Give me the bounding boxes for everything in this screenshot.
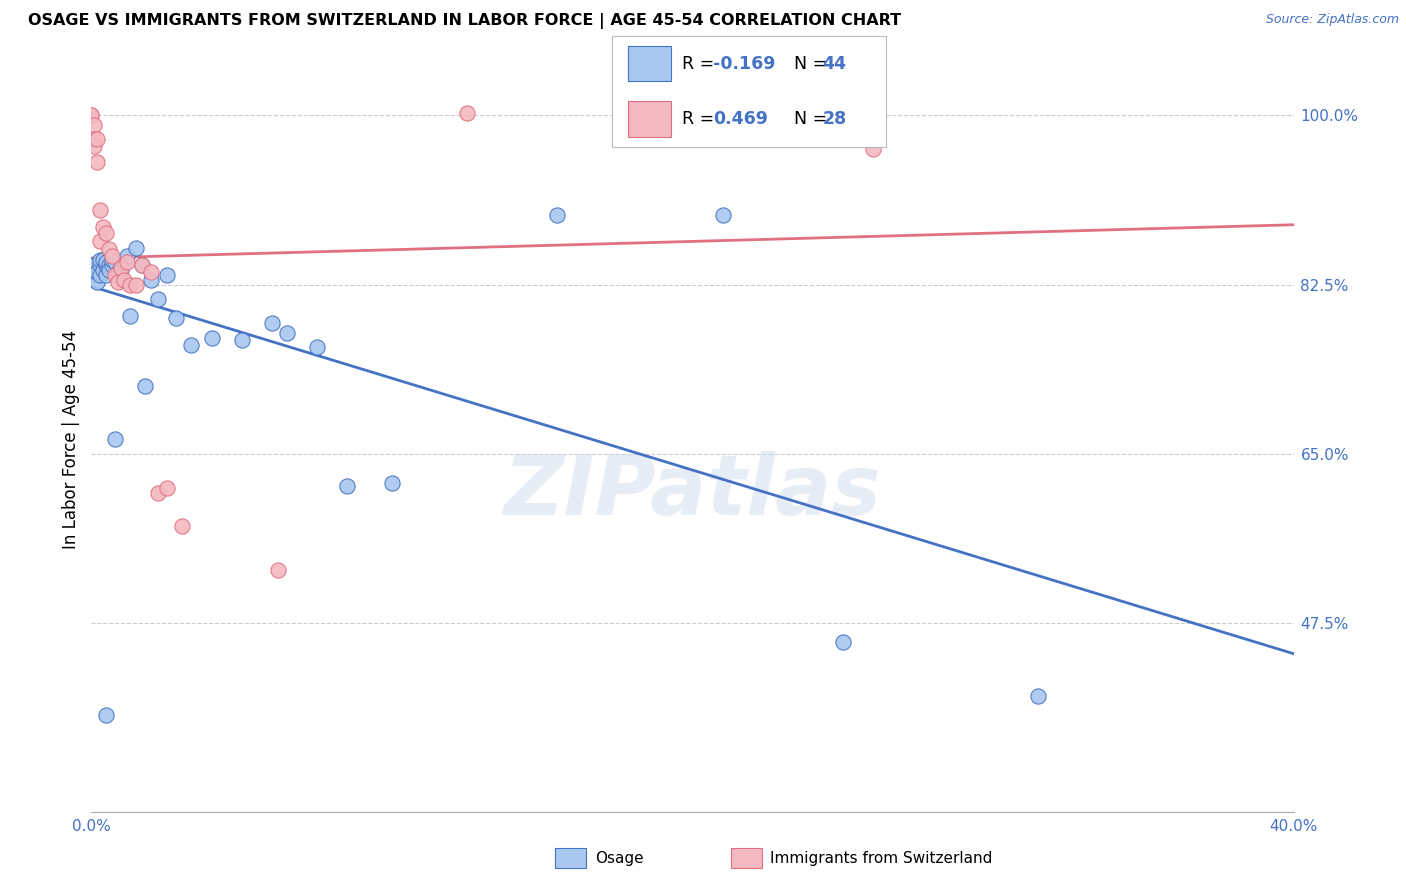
- Point: [104, 255, 127, 269]
- Point: [86, 154, 108, 169]
- Text: -0.169: -0.169: [713, 54, 775, 72]
- Point: [101, 258, 124, 272]
- Point: [86, 265, 108, 279]
- Point: [155, 481, 177, 495]
- Point: [141, 265, 163, 279]
- Point: [336, 479, 359, 493]
- Point: [86, 275, 108, 289]
- Point: [170, 519, 193, 533]
- Point: [98, 263, 121, 277]
- Point: [96, 258, 118, 272]
- Text: R =: R =: [682, 111, 720, 128]
- Point: [80, 108, 103, 122]
- Point: [117, 248, 139, 262]
- Point: [180, 338, 202, 352]
- Point: [83, 132, 105, 146]
- Point: [83, 258, 105, 272]
- Point: [381, 475, 404, 490]
- Point: [96, 268, 118, 282]
- Point: [98, 242, 121, 256]
- Point: [711, 208, 734, 222]
- Text: Osage: Osage: [595, 851, 644, 865]
- Point: [456, 106, 478, 120]
- Text: Source: ZipAtlas.com: Source: ZipAtlas.com: [1265, 13, 1399, 27]
- Point: [201, 331, 224, 345]
- Text: N =: N =: [783, 111, 832, 128]
- Text: 0.469: 0.469: [713, 111, 768, 128]
- Point: [110, 261, 132, 276]
- Point: [96, 708, 118, 723]
- Point: [89, 253, 111, 268]
- Point: [110, 263, 132, 277]
- Y-axis label: In Labor Force | Age 45-54: In Labor Force | Age 45-54: [62, 330, 80, 549]
- Point: [120, 310, 142, 324]
- Point: [146, 485, 169, 500]
- Point: [1026, 689, 1049, 703]
- Point: [141, 273, 163, 287]
- Point: [89, 234, 111, 248]
- Point: [276, 326, 298, 340]
- Point: [104, 268, 127, 282]
- Point: [260, 316, 283, 330]
- Point: [107, 265, 129, 279]
- Point: [107, 275, 129, 289]
- Point: [546, 208, 568, 222]
- Point: [231, 333, 253, 347]
- Point: [155, 268, 177, 282]
- Point: [83, 118, 105, 132]
- Point: [117, 255, 139, 269]
- Point: [131, 258, 153, 272]
- Point: [93, 219, 115, 234]
- Point: [267, 563, 290, 577]
- Point: [131, 258, 153, 272]
- Point: [831, 635, 853, 649]
- Point: [83, 268, 105, 282]
- Text: Immigrants from Switzerland: Immigrants from Switzerland: [770, 851, 993, 865]
- Point: [862, 142, 884, 156]
- Point: [101, 248, 124, 262]
- Point: [134, 379, 156, 393]
- Point: [104, 432, 127, 446]
- Point: [125, 241, 148, 255]
- Point: [120, 277, 142, 292]
- Point: [96, 255, 118, 269]
- Text: ZIPatlas: ZIPatlas: [503, 451, 882, 532]
- Text: R =: R =: [682, 54, 720, 72]
- Point: [89, 258, 111, 272]
- Point: [101, 253, 124, 268]
- Text: 44: 44: [823, 54, 846, 72]
- Point: [93, 253, 115, 268]
- Point: [89, 268, 111, 282]
- Point: [165, 311, 187, 326]
- Point: [125, 277, 148, 292]
- Point: [89, 202, 111, 217]
- Point: [114, 255, 136, 269]
- Point: [80, 263, 103, 277]
- Text: N =: N =: [783, 54, 832, 72]
- Point: [93, 263, 115, 277]
- Point: [114, 273, 136, 287]
- Text: 28: 28: [823, 111, 846, 128]
- Point: [96, 227, 118, 241]
- Point: [146, 292, 169, 306]
- Point: [86, 132, 108, 146]
- Point: [80, 108, 103, 122]
- Point: [98, 258, 121, 272]
- Text: OSAGE VS IMMIGRANTS FROM SWITZERLAND IN LABOR FORCE | AGE 45-54 CORRELATION CHAR: OSAGE VS IMMIGRANTS FROM SWITZERLAND IN …: [28, 13, 901, 29]
- Point: [305, 340, 328, 354]
- Point: [83, 139, 105, 153]
